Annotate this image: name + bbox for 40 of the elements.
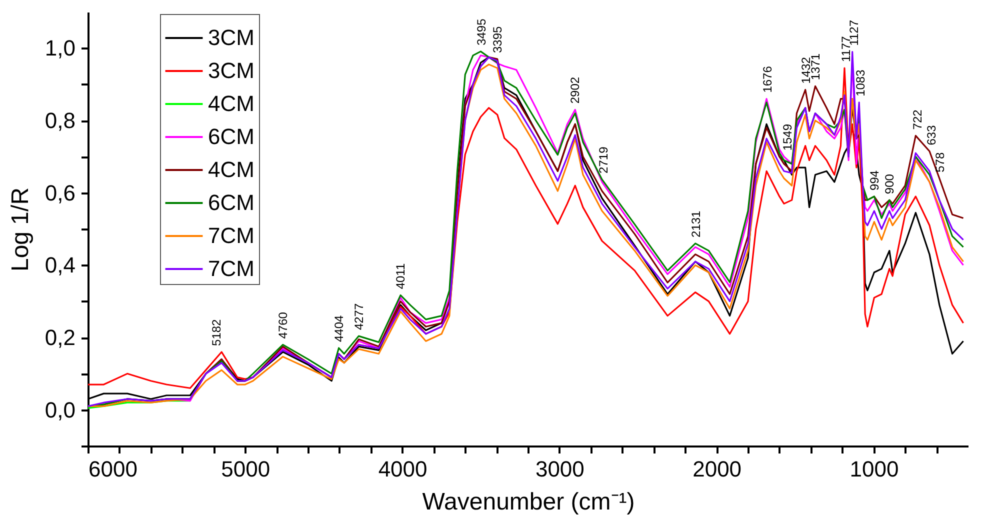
y-tick-label: 0,0 — [44, 397, 76, 422]
y-tick-label: 0,4 — [44, 252, 76, 278]
annotation: 3395 — [490, 26, 504, 54]
annotation: 900 — [882, 174, 896, 194]
annotation: 4277 — [352, 303, 366, 330]
annotation: 2902 — [568, 76, 582, 104]
legend-label: 3CM — [208, 58, 254, 83]
annotation: 3495 — [474, 18, 489, 46]
y-tick-label: 0,8 — [44, 108, 76, 133]
x-tick-label: 1000 — [850, 456, 899, 482]
annotation: 4011 — [394, 263, 408, 290]
legend-label: 4CM — [208, 91, 254, 116]
annotation: 578 — [933, 152, 948, 172]
y-tick-label: 0,2 — [44, 325, 76, 350]
legend-label: 6CM — [208, 124, 254, 149]
legend-label: 7CM — [208, 256, 254, 281]
legend-label: 4CM — [208, 157, 254, 182]
annotation: 2131 — [688, 210, 703, 238]
x-tick-label: 4000 — [378, 456, 428, 482]
x-axis-title: Wavenumber (cm⁻¹) — [422, 488, 635, 516]
x-tick-label: 2000 — [692, 456, 742, 482]
annotation: 1549 — [780, 124, 794, 151]
legend-label: 3CM — [208, 25, 254, 50]
annotation: 1083 — [854, 69, 868, 96]
legend-label: 7CM — [208, 223, 254, 248]
x-tick-label: 6000 — [88, 456, 138, 482]
annotation: 4760 — [276, 312, 290, 339]
x-tick-label: 3000 — [535, 456, 584, 482]
annotation: 2719 — [596, 146, 611, 174]
y-tick-label: 0,6 — [44, 180, 76, 206]
x-tick-label: 5000 — [221, 456, 270, 482]
annotation: 722 — [910, 109, 924, 130]
annotation: 994 — [868, 170, 882, 190]
annotation: 633 — [924, 124, 938, 146]
annotation: 1676 — [760, 66, 774, 93]
y-tick-label: 1,0 — [44, 36, 76, 61]
y-axis-title: Log 1/R — [6, 187, 34, 272]
annotation: 5182 — [210, 318, 224, 346]
legend-label: 6CM — [208, 190, 254, 215]
annotation: 4404 — [332, 314, 346, 342]
